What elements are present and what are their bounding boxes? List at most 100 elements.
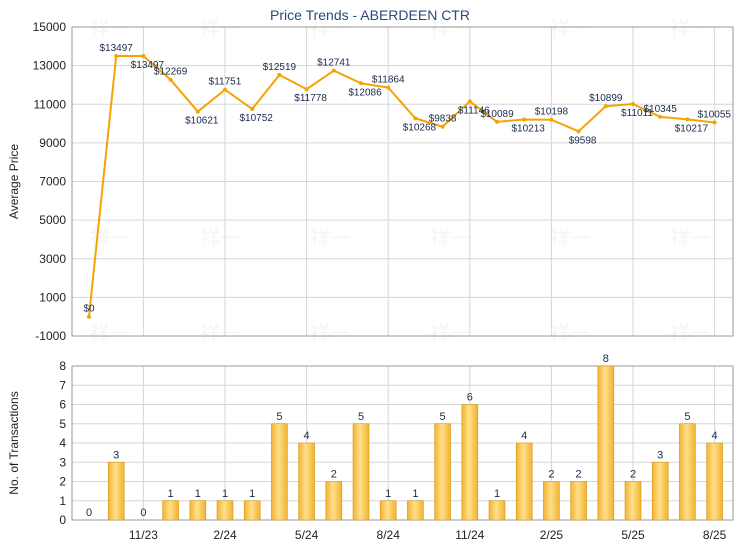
price-point xyxy=(522,117,527,122)
transaction-data-label: 2 xyxy=(548,469,554,481)
price-data-label: $11011 xyxy=(621,108,653,119)
transactions-y-tick-label: 0 xyxy=(59,513,66,527)
price-data-label: $11146 xyxy=(458,105,490,116)
transaction-data-label: 1 xyxy=(195,488,201,500)
price-point xyxy=(195,109,200,114)
transaction-data-label: 1 xyxy=(249,488,255,500)
transaction-bar xyxy=(570,481,587,521)
watermark-mark: 祥一 xyxy=(670,227,710,250)
x-tick-label: 8/24 xyxy=(377,528,401,542)
x-tick-label: 5/24 xyxy=(295,528,319,542)
transaction-bar xyxy=(271,423,288,521)
transaction-bar xyxy=(515,442,533,521)
price-chart-y-axis-label: Average Price xyxy=(7,144,21,219)
price-data-label: $12741 xyxy=(317,58,351,69)
watermark-mark: 祥一 xyxy=(200,322,240,345)
x-tick-label: 8/25 xyxy=(703,528,727,542)
price-data-label: $10752 xyxy=(240,113,274,124)
price-y-tick-label: 9000 xyxy=(39,136,66,150)
transactions-y-tick-label: 7 xyxy=(59,378,66,392)
shared-x-axis: 11/23 2/24 5/24 8/24 11/24 2/25 5/25 8/25 xyxy=(129,528,727,542)
transaction-bar xyxy=(298,442,315,521)
price-data-label: $10621 xyxy=(185,116,219,127)
transaction-data-labels: 0 3 0 1 1 1 1 5 4 2 5 1 1 5 6 1 4 2 2 8 2 3 5 4 xyxy=(86,353,718,519)
transaction-bar xyxy=(434,423,451,521)
watermark-mark: 祥一 xyxy=(430,17,470,40)
transaction-bar xyxy=(162,500,179,521)
transaction-data-label: 2 xyxy=(630,469,636,481)
price-data-label: $10899 xyxy=(589,93,623,104)
price-point xyxy=(331,68,336,73)
price-y-tick-label: 3000 xyxy=(39,252,66,266)
transaction-bars xyxy=(107,365,723,521)
price-point xyxy=(413,116,418,121)
price-point xyxy=(467,99,472,104)
transaction-data-label: 1 xyxy=(412,488,418,500)
transaction-data-label: 2 xyxy=(331,469,337,481)
transaction-data-label: 4 xyxy=(712,430,718,442)
price-y-tick-label: 15000 xyxy=(33,20,67,34)
watermark-mark: 祥一 xyxy=(200,227,240,250)
watermark-mark: 祥一 xyxy=(550,322,590,345)
price-data-label: $11778 xyxy=(294,93,327,104)
x-tick-label: 5/25 xyxy=(621,528,645,542)
price-data-label: $0 xyxy=(83,304,95,315)
transaction-bar xyxy=(352,423,370,521)
transaction-data-label: 1 xyxy=(494,488,500,500)
price-data-label: $10217 xyxy=(675,123,709,134)
price-y-tick-label: 7000 xyxy=(39,175,66,189)
price-y-tick-label: -1000 xyxy=(35,329,66,343)
price-data-label: $11751 xyxy=(209,77,242,88)
transaction-data-label: 5 xyxy=(440,411,446,423)
transaction-data-label: 5 xyxy=(684,411,690,423)
price-data-label: $10345 xyxy=(644,104,678,115)
price-data-label: $12519 xyxy=(263,62,297,73)
price-y-tick-label: 11000 xyxy=(34,97,67,111)
transaction-bar xyxy=(597,365,615,521)
transactions-y-tick-label: 4 xyxy=(59,436,66,450)
watermark-mark: 祥一 xyxy=(90,322,130,345)
transaction-bar xyxy=(488,500,506,521)
watermark-bottom: 祥一 祥一 祥一 祥一 祥一 祥一 xyxy=(90,322,710,345)
watermark-mark: 祥一 xyxy=(670,322,710,345)
transactions-y-tick-label: 2 xyxy=(59,475,66,489)
price-point xyxy=(576,129,581,134)
price-chart-y-axis: -1000 1000 3000 5000 7000 9000 11000 13000 15000 xyxy=(33,20,67,343)
x-tick-label: 11/23 xyxy=(129,528,158,542)
transaction-bar xyxy=(624,481,642,521)
transaction-data-label: 1 xyxy=(222,488,228,500)
price-point xyxy=(658,114,663,119)
transactions-y-tick-label: 6 xyxy=(59,398,66,412)
price-point xyxy=(168,77,173,82)
price-point xyxy=(223,87,227,92)
price-data-label: $10268 xyxy=(403,122,437,133)
price-point xyxy=(304,87,309,92)
transaction-bar xyxy=(189,500,207,521)
price-data-label: $9838 xyxy=(429,114,457,125)
average-price-data-labels: $0$13497$13497$12269$10621$11751$10752$1… xyxy=(83,43,731,315)
transaction-data-label: 1 xyxy=(168,488,174,500)
transaction-data-label: 3 xyxy=(657,449,663,461)
transaction-bar xyxy=(679,423,696,521)
x-tick-label: 11/24 xyxy=(455,528,484,542)
transaction-data-label: 0 xyxy=(86,507,92,519)
transaction-bar xyxy=(706,442,723,521)
transaction-bar xyxy=(107,461,125,521)
price-data-label: $10198 xyxy=(535,107,569,118)
watermark-mark: 祥一 xyxy=(200,17,240,40)
price-y-tick-label: 5000 xyxy=(39,213,66,227)
price-data-label: $11864 xyxy=(372,75,405,86)
price-point xyxy=(277,72,282,77)
price-point xyxy=(386,85,391,90)
transaction-bar xyxy=(461,404,479,521)
watermark-mark: 祥一 xyxy=(90,17,130,40)
price-point xyxy=(440,124,445,129)
price-data-label: $9598 xyxy=(569,135,597,146)
chart-title: Price Trends - ABERDEEN CTR xyxy=(270,7,470,23)
price-data-label: $13497 xyxy=(100,43,134,54)
transactions-chart-y-axis: 0 1 2 3 4 5 6 7 8 xyxy=(59,359,66,527)
price-point xyxy=(250,107,255,112)
transaction-bar xyxy=(325,481,343,521)
transaction-bar xyxy=(379,500,397,521)
